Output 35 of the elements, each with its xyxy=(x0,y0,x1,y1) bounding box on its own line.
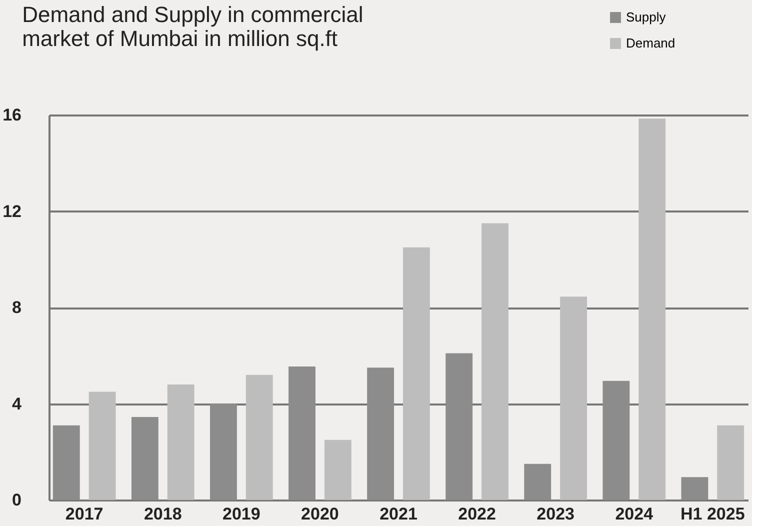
y-tick-label: 12 xyxy=(2,202,22,221)
y-tick-label: 8 xyxy=(12,298,22,317)
bar xyxy=(210,404,237,500)
x-tick-label: 2017 xyxy=(65,504,104,524)
bar xyxy=(402,247,430,500)
bar xyxy=(560,296,587,500)
bar xyxy=(602,380,630,500)
y-tick-label: 4 xyxy=(12,394,22,414)
x-tick-label: 2018 xyxy=(144,504,182,524)
x-tick-label: H1 2025 xyxy=(680,504,745,524)
y-tick-label: 0 xyxy=(12,490,22,510)
chart-title: Demand and Supply in commercial market of Mumbai in million sq.ft xyxy=(22,2,364,51)
bar xyxy=(288,366,316,500)
legend-label: Supply xyxy=(626,10,666,24)
bar xyxy=(638,118,666,500)
bar xyxy=(246,374,273,500)
bar xyxy=(131,416,158,500)
x-tick-label: 2023 xyxy=(536,504,574,524)
bar xyxy=(367,368,394,500)
bar xyxy=(167,384,194,500)
bar xyxy=(52,425,80,500)
bar xyxy=(681,477,708,500)
bar xyxy=(324,440,352,500)
x-tick-label: 2024 xyxy=(615,504,654,524)
x-tick-label: 2021 xyxy=(380,504,418,524)
bar xyxy=(88,392,116,500)
bar xyxy=(446,353,473,500)
bar xyxy=(524,464,552,500)
y-tick-label: 16 xyxy=(2,106,22,124)
x-tick-label: 2022 xyxy=(458,504,496,524)
x-tick-label: 2020 xyxy=(301,504,339,524)
bar xyxy=(717,425,744,500)
legend-label: Demand xyxy=(626,36,676,50)
x-tick-label: 2019 xyxy=(222,504,260,524)
bar xyxy=(482,223,508,500)
